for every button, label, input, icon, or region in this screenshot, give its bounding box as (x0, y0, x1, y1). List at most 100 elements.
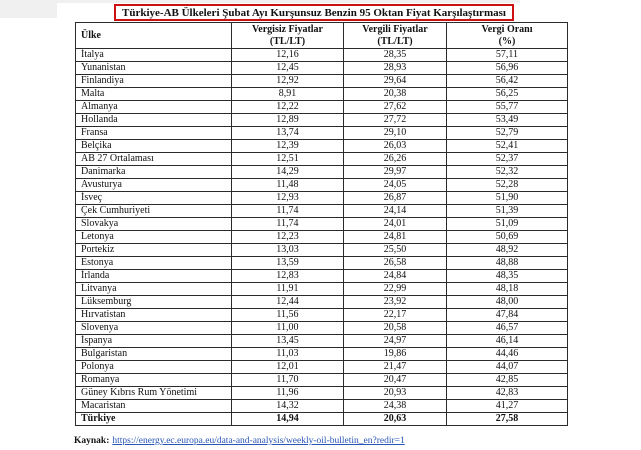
country-cell: Letonya (75, 230, 232, 244)
taxed-price-cell: 20,47 (343, 373, 447, 387)
tax-rate-cell: 46,57 (446, 321, 568, 335)
table-row: Güney Kıbrıs Rum Yönetimi 11,96 20,93 42,83 (75, 386, 568, 400)
taxed-price-cell: 28,93 (343, 61, 447, 75)
taxed-price-cell: 25,50 (343, 243, 447, 257)
table-row: Danimarka 14,29 29,97 52,32 (75, 165, 568, 179)
untaxed-price-cell: 11,96 (231, 386, 344, 400)
tax-rate-cell: 52,41 (446, 139, 568, 153)
taxed-price-cell: 29,97 (343, 165, 447, 179)
taxed-price-cell: 24,81 (343, 230, 447, 244)
country-cell: Portekiz (75, 243, 232, 257)
country-cell: İspanya (75, 334, 232, 348)
country-cell: İtalya (75, 48, 232, 62)
tax-rate-cell: 52,37 (446, 152, 568, 166)
table-row: Hollanda 12,89 27,72 53,49 (75, 113, 568, 127)
country-cell: Bulgaristan (75, 347, 232, 361)
country-cell: Almanya (75, 100, 232, 114)
taxed-price-cell: 24,84 (343, 269, 447, 283)
taxed-price-cell: 24,01 (343, 217, 447, 231)
taxed-price-cell: 20,63 (343, 412, 447, 426)
untaxed-price-cell: 12,01 (231, 360, 344, 374)
untaxed-price-cell: 12,45 (231, 61, 344, 75)
taxed-price-cell: 20,58 (343, 321, 447, 335)
tax-rate-cell: 56,96 (446, 61, 568, 75)
table-row: Belçika 12,39 26,03 52,41 (75, 139, 568, 153)
tax-rate-cell: 48,18 (446, 282, 568, 296)
country-cell: İsveç (75, 191, 232, 205)
taxed-price-cell: 29,10 (343, 126, 447, 140)
untaxed-price-cell: 12,93 (231, 191, 344, 205)
taxed-price-cell: 26,03 (343, 139, 447, 153)
table-row: İspanya 13,45 24,97 46,14 (75, 334, 568, 348)
country-cell: Belçika (75, 139, 232, 153)
country-cell: Estonya (75, 256, 232, 270)
page-title: Türkiye-AB Ülkeleri Şubat Ayı Kurşunsuz … (122, 6, 506, 19)
tax-rate-cell: 48,00 (446, 295, 568, 309)
untaxed-price-cell: 14,29 (231, 165, 344, 179)
tax-rate-cell: 42,85 (446, 373, 568, 387)
col-header-country: Ülke (75, 22, 232, 49)
col-header-untaxed-price: Vergisiz Fiyatlar (TL/LT) (231, 22, 344, 49)
untaxed-price-cell: 13,45 (231, 334, 344, 348)
tax-rate-cell: 51,09 (446, 217, 568, 231)
country-cell: İrlanda (75, 269, 232, 283)
page-edge-corner (0, 0, 57, 18)
table-row: İrlanda 12,83 24,84 48,35 (75, 269, 568, 283)
country-cell: AB 27 Ortalaması (75, 152, 232, 166)
table-row: Çek Cumhuriyeti 11,74 24,14 51,39 (75, 204, 568, 218)
table-row: Avusturya 11,48 24,05 52,28 (75, 178, 568, 192)
country-cell: Finlandiya (75, 74, 232, 88)
taxed-price-cell: 19,86 (343, 347, 447, 361)
source-label: Kaynak: (74, 436, 110, 446)
untaxed-price-cell: 12,89 (231, 113, 344, 127)
country-cell: Hırvatistan (75, 308, 232, 322)
country-cell: Romanya (75, 373, 232, 387)
tax-rate-cell: 46,14 (446, 334, 568, 348)
tax-rate-cell: 41,27 (446, 399, 568, 413)
tax-rate-cell: 56,25 (446, 87, 568, 101)
tax-rate-cell: 52,32 (446, 165, 568, 179)
source-line: Kaynak: https://energy.ec.europa.eu/data-… (74, 436, 405, 446)
untaxed-price-cell: 14,32 (231, 399, 344, 413)
tax-rate-cell: 48,35 (446, 269, 568, 283)
country-cell: Litvanya (75, 282, 232, 296)
country-cell: Slovenya (75, 321, 232, 335)
source-link[interactable]: https://energy.ec.europa.eu/data-and-ana… (112, 436, 405, 446)
tax-rate-cell: 51,90 (446, 191, 568, 205)
table-row: Litvanya 11,91 22,99 48,18 (75, 282, 568, 296)
tax-rate-cell: 44,07 (446, 360, 568, 374)
col-header-country-label: Ülke (81, 29, 101, 41)
country-cell: Fransa (75, 126, 232, 140)
tax-rate-cell: 27,58 (446, 412, 568, 426)
tax-rate-cell: 50,69 (446, 230, 568, 244)
taxed-price-cell: 27,72 (343, 113, 447, 127)
untaxed-price-cell: 12,92 (231, 74, 344, 88)
page-edge-strip (0, 0, 520, 3)
tax-rate-cell: 53,49 (446, 113, 568, 127)
tax-rate-cell: 52,28 (446, 178, 568, 192)
taxed-price-cell: 27,62 (343, 100, 447, 114)
untaxed-price-cell: 11,03 (231, 347, 344, 361)
taxed-price-cell: 29,64 (343, 74, 447, 88)
country-cell: Hollanda (75, 113, 232, 127)
table-row: Lüksemburg 12,44 23,92 48,00 (75, 295, 568, 309)
taxed-price-cell: 24,14 (343, 204, 447, 218)
untaxed-price-cell: 8,91 (231, 87, 344, 101)
table-row: Hırvatistan 11,56 22,17 47,84 (75, 308, 568, 322)
taxed-price-cell: 26,58 (343, 256, 447, 270)
header-row: Ülke Vergisiz Fiyatlar (TL/LT) Vergili F… (75, 22, 568, 49)
untaxed-price-cell: 12,39 (231, 139, 344, 153)
table-row: İtalya 12,16 28,35 57,11 (75, 48, 568, 62)
tax-rate-cell: 52,79 (446, 126, 568, 140)
tax-rate-cell: 47,84 (446, 308, 568, 322)
table-row: Portekiz 13,03 25,50 48,92 (75, 243, 568, 257)
table-row: Finlandiya 12,92 29,64 56,42 (75, 74, 568, 88)
country-cell: Avusturya (75, 178, 232, 192)
taxed-price-cell: 24,97 (343, 334, 447, 348)
untaxed-price-cell: 11,74 (231, 204, 344, 218)
taxed-price-cell: 28,35 (343, 48, 447, 62)
untaxed-price-cell: 12,51 (231, 152, 344, 166)
taxed-price-cell: 26,87 (343, 191, 447, 205)
table-row: Fransa 13,74 29,10 52,79 (75, 126, 568, 140)
untaxed-price-cell: 13,03 (231, 243, 344, 257)
